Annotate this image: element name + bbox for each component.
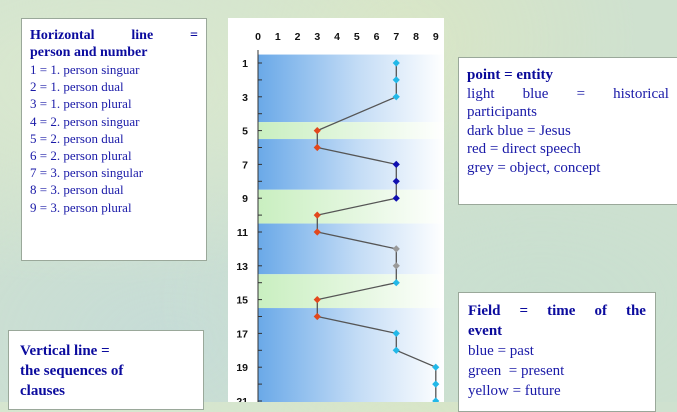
x-tick-label: 6 [374, 31, 380, 43]
entity-line: grey = object, concept [467, 159, 601, 176]
y-tick-label: 9 [242, 193, 248, 205]
y-tick-label: 17 [236, 328, 248, 340]
x-tick-label: 8 [413, 31, 419, 43]
data-point-light-blue [432, 380, 440, 388]
data-point-light-blue [392, 279, 400, 287]
data-point-red [313, 296, 321, 304]
data-point-red [313, 143, 321, 152]
legend-item: 6 = 2. person plural [30, 148, 132, 164]
title-word: of [594, 303, 607, 319]
data-point-red [313, 211, 321, 219]
title-word: time [547, 303, 576, 319]
data-point-light-blue [392, 93, 400, 101]
data-point-light-blue [392, 346, 400, 354]
y-tick-label: 11 [237, 227, 248, 239]
y-tick-label: 3 [242, 92, 248, 104]
time-band-past [258, 54, 444, 123]
time-legend-title-line2: event [468, 323, 503, 339]
entity-legend-title: point = entity [467, 67, 554, 83]
entity-word: = [576, 85, 586, 102]
y-tick-label: 5 [242, 126, 248, 138]
person-number-legend: Horizontal line = person and number 1 = … [21, 18, 207, 261]
heading-word: Horizontal [30, 28, 95, 43]
title-word: Field [468, 303, 501, 319]
data-point-light-blue [392, 329, 400, 337]
x-tick-label: 4 [334, 31, 340, 43]
entity-word: light [467, 85, 495, 102]
entity-line: light blue = historical [467, 85, 669, 104]
data-point-red [313, 228, 321, 236]
data-point-light-blue [392, 76, 400, 84]
time-bands [258, 54, 444, 402]
data-point-dark-blue [392, 194, 400, 202]
person-legend-heading: Horizontal line = [30, 27, 198, 44]
time-band-present [258, 122, 444, 140]
x-tick-label: 7 [393, 31, 399, 43]
legend-item: 2 = 1. person dual [30, 79, 124, 95]
data-point-grey [392, 245, 400, 253]
x-tick-label: 0 [255, 31, 261, 43]
time-legend-title: Field = time of the [468, 301, 646, 321]
heading-word: = [190, 28, 198, 43]
entity-line: dark blue = Jesus [467, 122, 571, 139]
data-point-dark-blue [392, 160, 400, 168]
y-tick-label: 13 [236, 261, 248, 273]
data-point-red [313, 312, 321, 321]
time-band-present [258, 189, 444, 224]
entity-line: red = direct speech [467, 141, 581, 158]
vertical-line: the sequences of [20, 363, 124, 379]
data-point-red [313, 127, 321, 135]
y-tick-label: 1 [242, 58, 248, 70]
y-tick-label: 19 [236, 362, 248, 374]
legend-item: 7 = 3. person singular [30, 165, 144, 181]
entity-word: historical [613, 85, 669, 102]
data-point-dark-blue [392, 177, 400, 185]
data-point-grey [392, 262, 400, 270]
heading-word: line [131, 28, 154, 43]
vertical-line-legend: Vertical line = the sequences of clauses [8, 330, 204, 410]
legend-item: 3 = 1. person plural [30, 96, 132, 112]
legend-item: 5 = 2. person dual [30, 130, 124, 146]
x-axis: 0 1 2 3 4 5 6 7 8 9 [255, 31, 439, 43]
x-tick-label: 2 [295, 31, 301, 43]
data-point-light-blue [392, 59, 400, 67]
data-point-light-blue [432, 363, 440, 371]
x-tick-label: 1 [275, 31, 281, 43]
data-points [313, 59, 440, 402]
legend-item: 9 = 3. person plural [30, 199, 132, 215]
time-line: yellow = future [468, 383, 561, 399]
legend-item: 8 = 3. person dual [30, 182, 124, 198]
data-point-light-blue [432, 397, 440, 402]
time-legend: Field = time of the event blue = past gr… [458, 292, 656, 412]
person-legend-subheading: person and number [30, 45, 148, 60]
vertical-line: Vertical line = [20, 343, 110, 359]
time-band-past [258, 223, 444, 275]
time-band-past [258, 139, 444, 190]
entity-legend: point = entity light blue = historical p… [458, 57, 677, 205]
vertical-line: clauses [20, 383, 65, 399]
entity-line: participants [467, 104, 537, 121]
y-tick-label: 7 [242, 159, 248, 171]
legend-item: 4 = 2. person singuar [30, 113, 140, 129]
x-tick-label: 9 [433, 31, 439, 43]
title-word: = [519, 303, 529, 319]
legend-item: 1 = 1. person singuar [30, 62, 140, 77]
title-word: the [625, 303, 646, 319]
time-line: blue = past [468, 343, 534, 359]
x-tick-label: 5 [354, 31, 360, 43]
x-tick-label: 3 [314, 31, 320, 43]
time-line: green = present [468, 363, 565, 379]
time-band-past [258, 308, 444, 402]
time-band-present [258, 274, 444, 309]
entity-word: blue [522, 85, 549, 102]
y-tick-label: 21 [236, 396, 248, 402]
y-tick-label: 15 [236, 295, 248, 307]
